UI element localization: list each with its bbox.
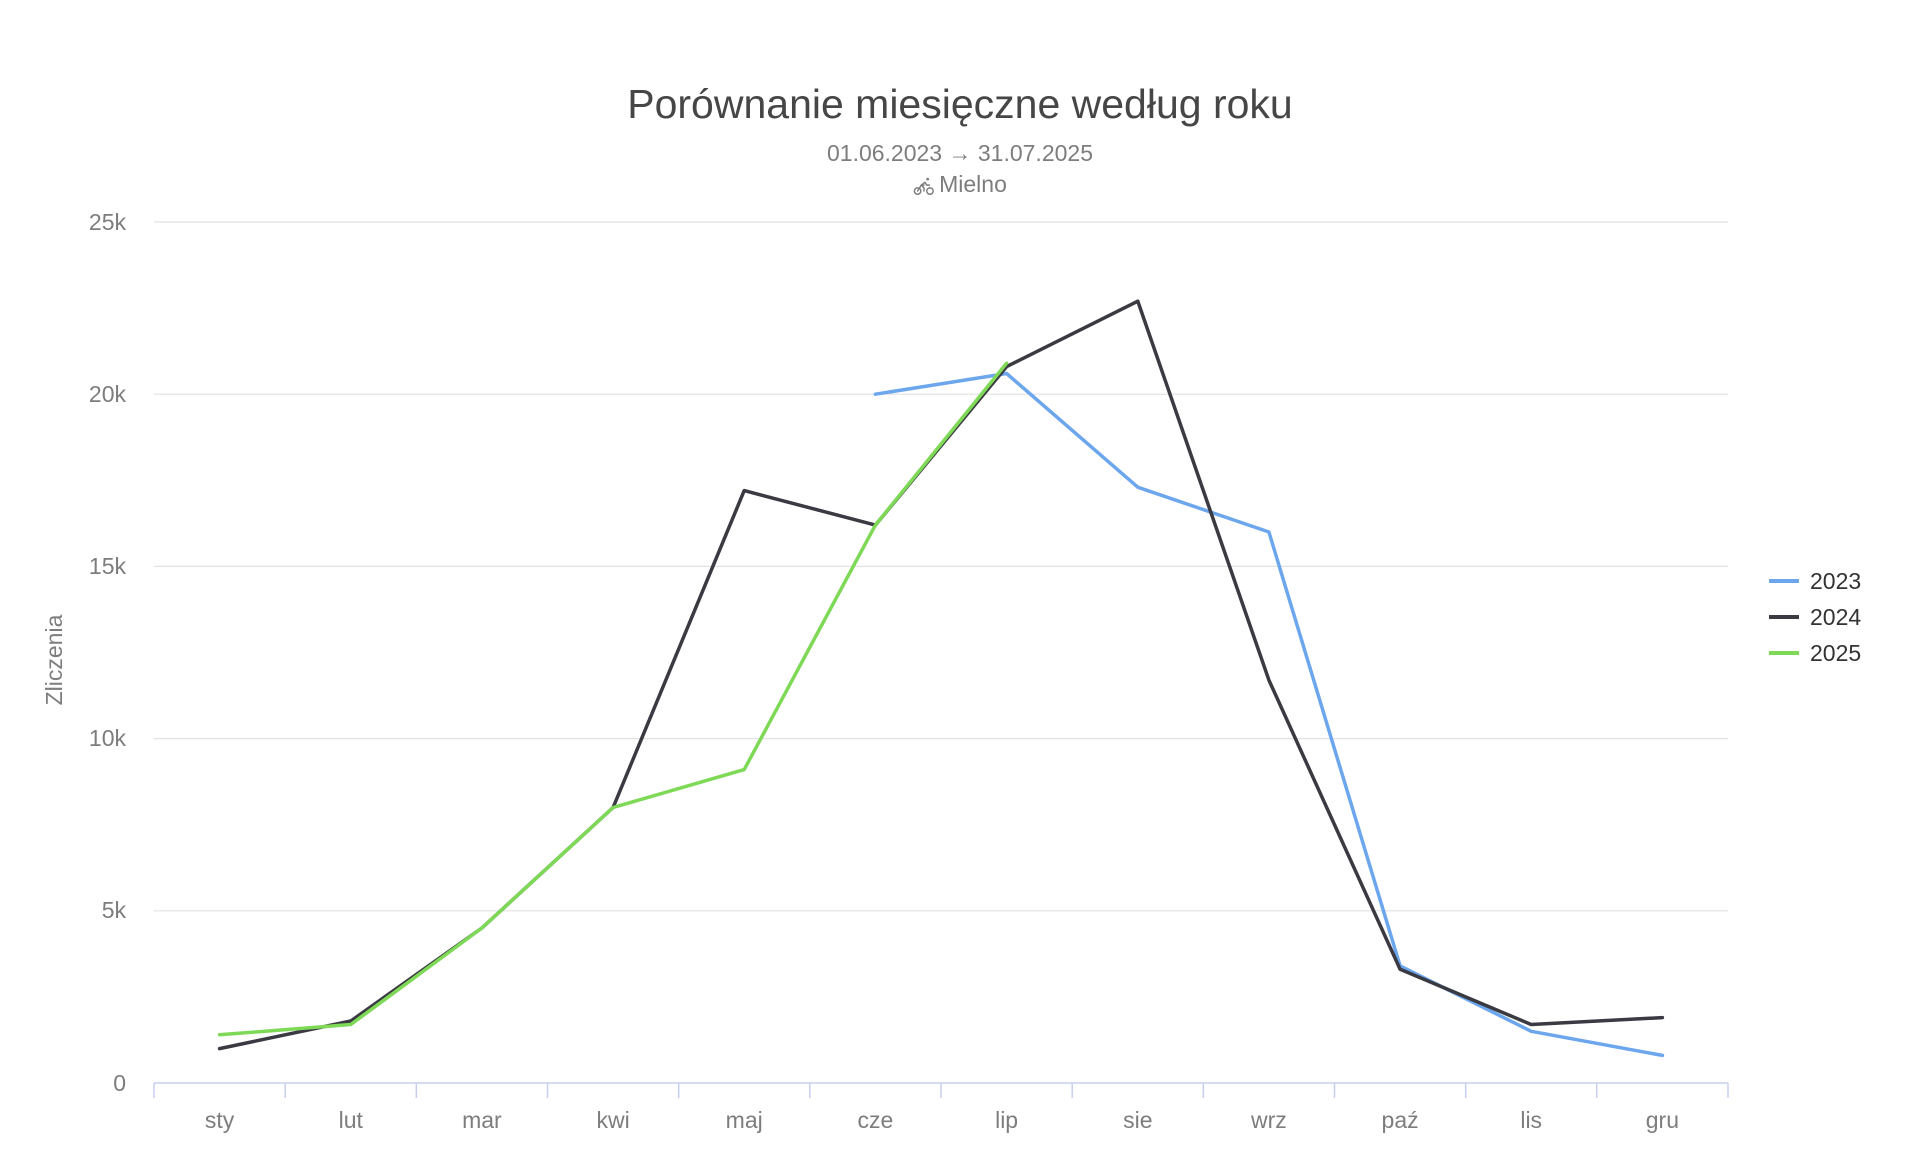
svg-text:25k: 25k bbox=[89, 209, 127, 235]
svg-text:2025: 2025 bbox=[1810, 640, 1861, 666]
svg-text:0: 0 bbox=[113, 1070, 126, 1096]
svg-text:lis: lis bbox=[1520, 1107, 1542, 1133]
svg-text:kwi: kwi bbox=[596, 1107, 629, 1133]
svg-text:10k: 10k bbox=[89, 725, 127, 751]
svg-text:paź: paź bbox=[1382, 1107, 1419, 1133]
svg-text:lut: lut bbox=[339, 1107, 364, 1133]
svg-text:cze: cze bbox=[858, 1107, 894, 1133]
svg-text:2024: 2024 bbox=[1810, 604, 1861, 630]
svg-text:Zliczenia: Zliczenia bbox=[41, 614, 67, 705]
svg-text:gru: gru bbox=[1646, 1107, 1679, 1133]
svg-text:5k: 5k bbox=[102, 897, 127, 923]
svg-text:15k: 15k bbox=[89, 553, 127, 579]
svg-text:sty: sty bbox=[205, 1107, 235, 1133]
svg-text:sie: sie bbox=[1123, 1107, 1152, 1133]
svg-text:maj: maj bbox=[726, 1107, 763, 1133]
svg-text:2023: 2023 bbox=[1810, 568, 1861, 594]
svg-text:lip: lip bbox=[995, 1107, 1018, 1133]
svg-text:wrz: wrz bbox=[1250, 1107, 1287, 1133]
svg-text:20k: 20k bbox=[89, 381, 127, 407]
svg-text:mar: mar bbox=[462, 1107, 502, 1133]
